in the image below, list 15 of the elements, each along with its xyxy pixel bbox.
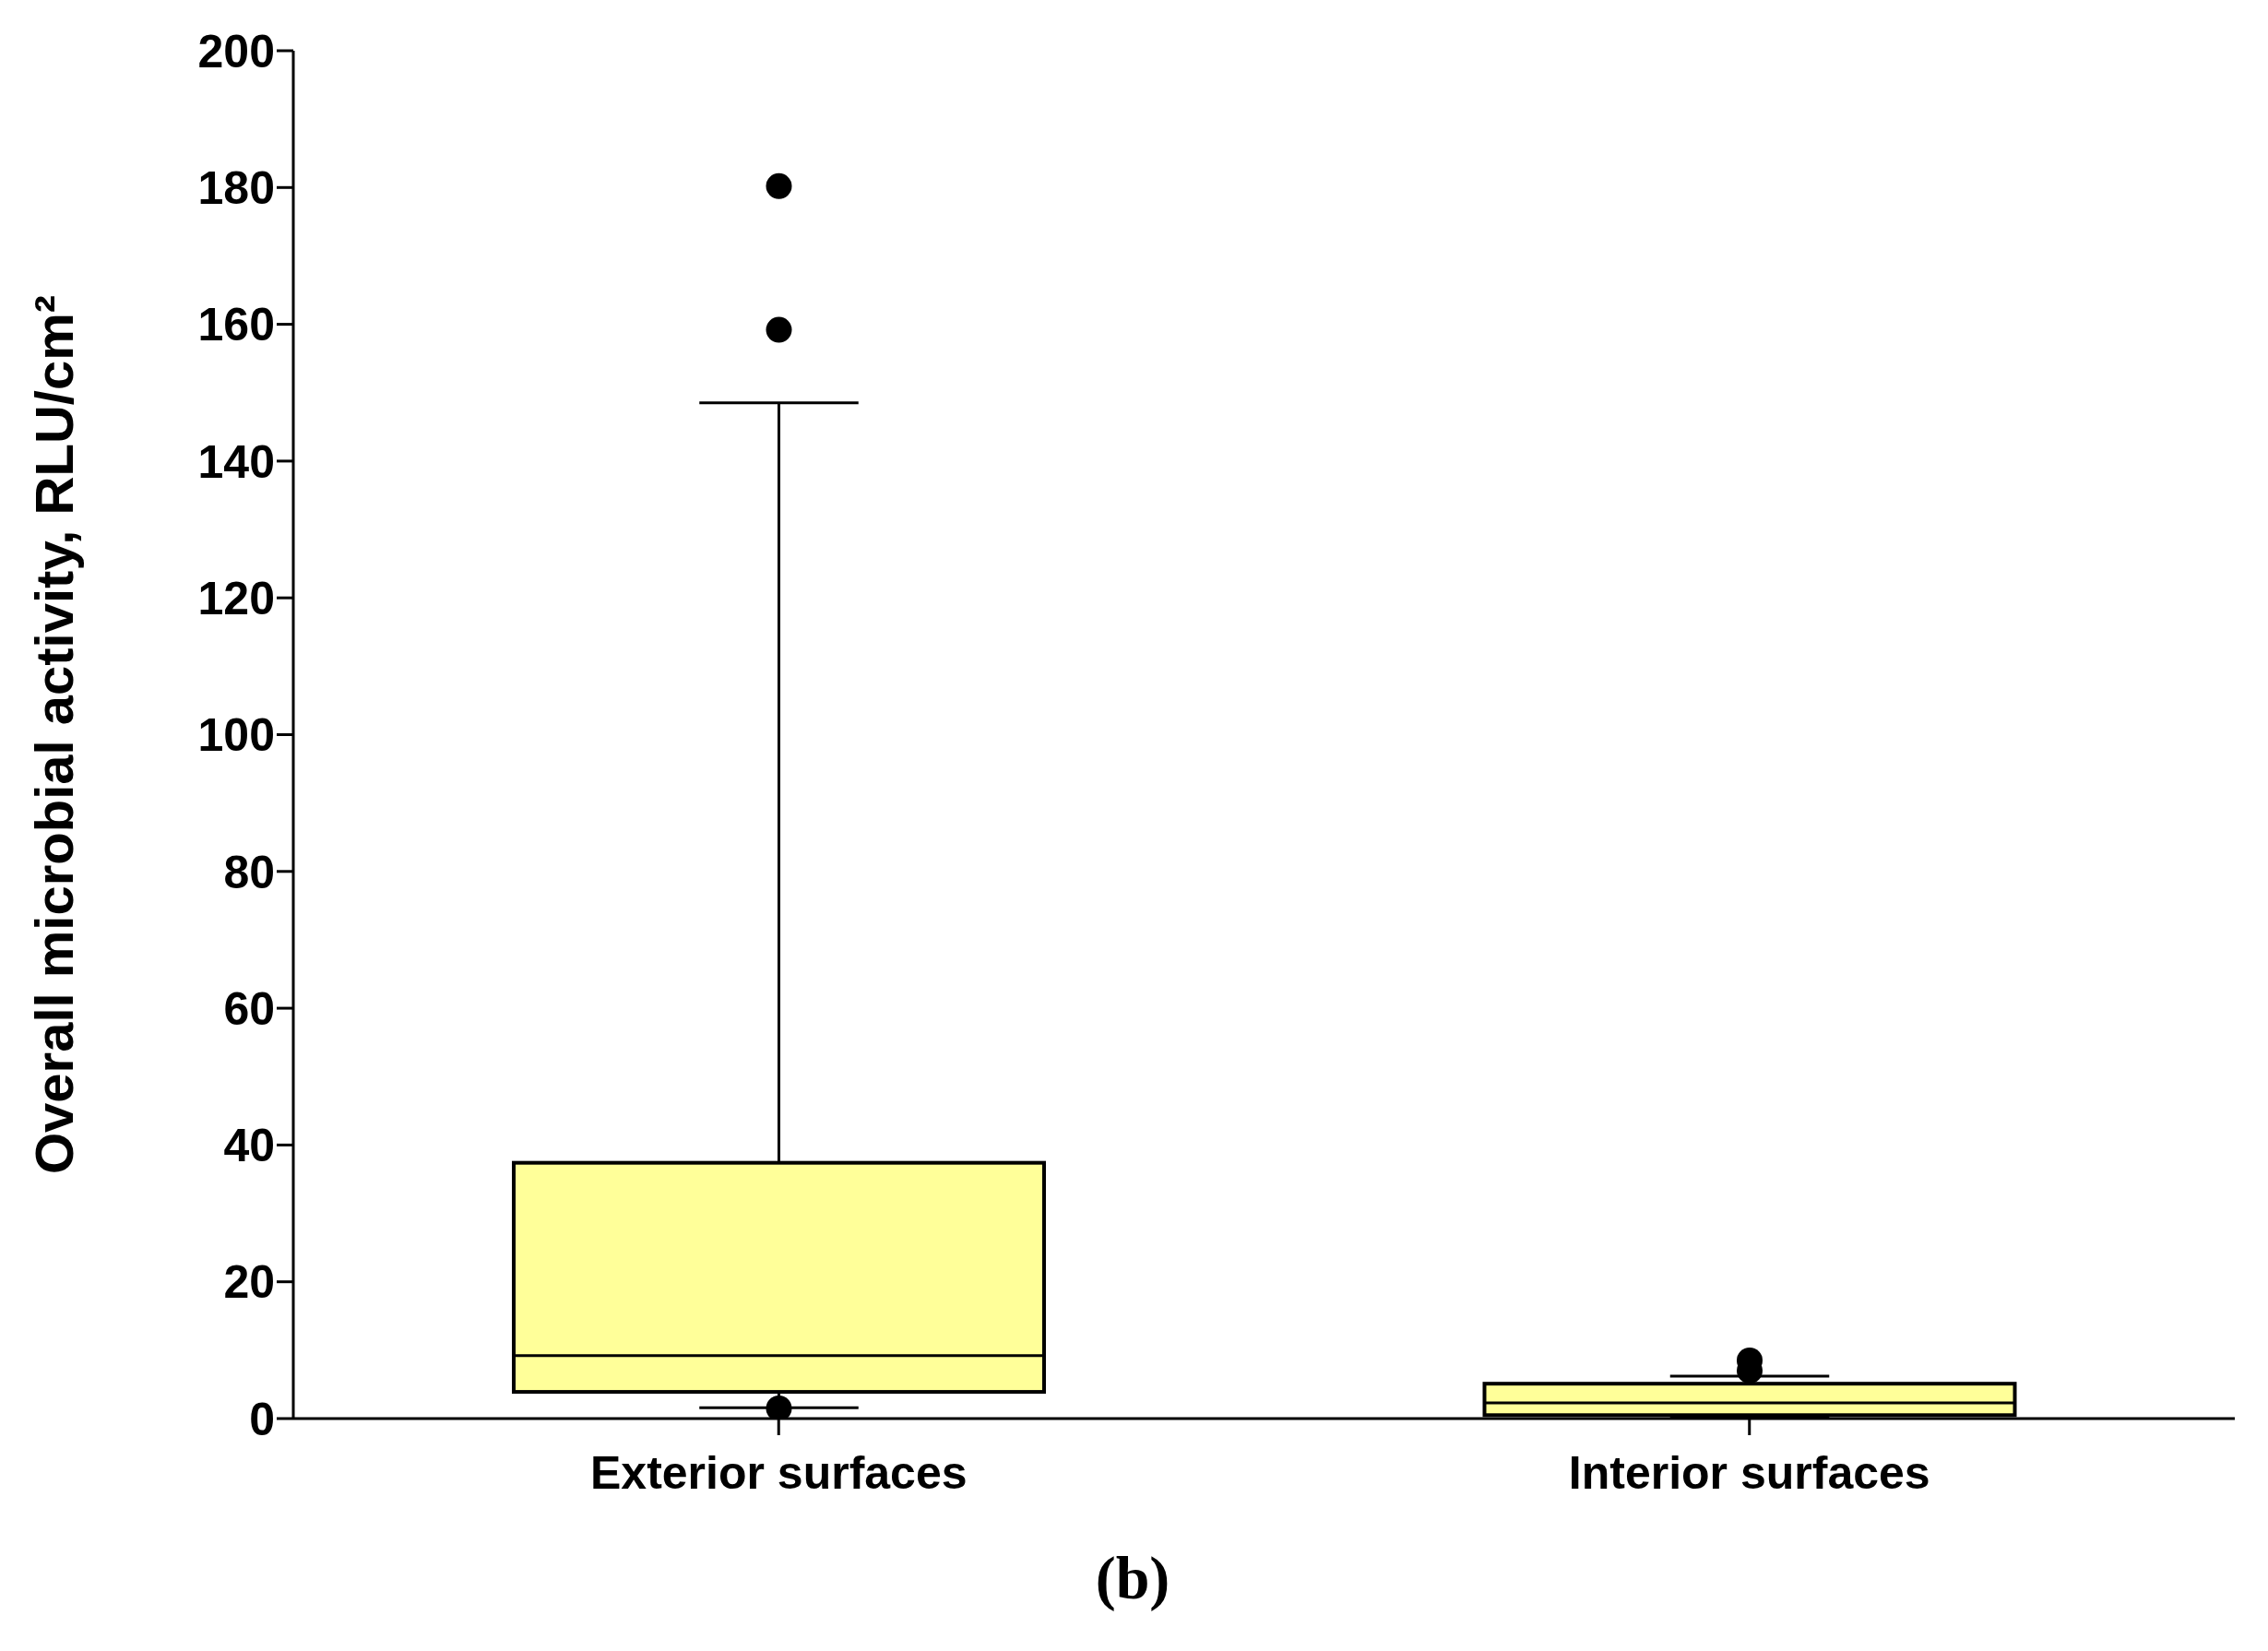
y-axis-title: Overall microbial activity, RLU/cm² [23, 294, 84, 1175]
x-tick-label: Interior surfaces [1568, 1446, 1930, 1499]
y-tick-label: 80 [223, 846, 275, 898]
text: (b) [1094, 1543, 1171, 1613]
y-tick-label: 60 [223, 982, 275, 1035]
y-tick-label: 140 [197, 435, 275, 488]
y-tick-label: 200 [197, 25, 275, 77]
y-tick-label: 20 [223, 1256, 275, 1309]
y-tick-label: 160 [197, 299, 275, 351]
y-tick-label: 100 [197, 709, 275, 762]
y-tick-label: 120 [197, 572, 275, 624]
y-tick-label: 40 [223, 1120, 275, 1172]
y-tick-label: 0 [249, 1393, 275, 1445]
y-tick-label: 180 [197, 162, 275, 215]
x-tick-label: Exterior surfaces [589, 1446, 968, 1499]
